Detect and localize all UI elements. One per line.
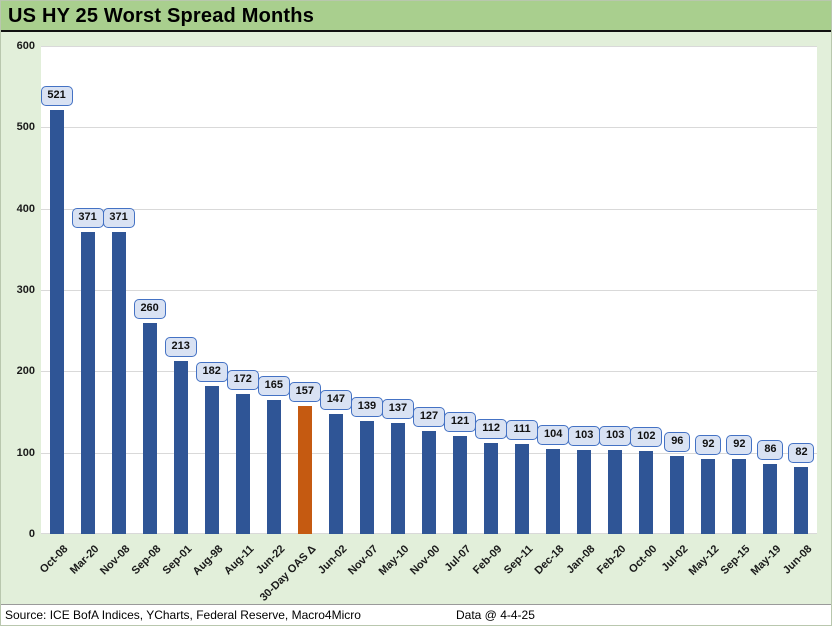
page-title: US HY 25 Worst Spread Months: [8, 5, 315, 27]
bar: [80, 232, 95, 534]
footer: Source: ICE BofA Indices, YCharts, Feder…: [1, 604, 831, 625]
bar: [422, 430, 436, 534]
bar: [235, 394, 250, 534]
bar-value-label: 260: [133, 298, 166, 319]
bar: [266, 399, 281, 534]
bar-value-label: 103: [568, 426, 601, 447]
bar-value-label: 82: [788, 443, 815, 464]
bar: [142, 322, 157, 534]
bar: [297, 406, 312, 534]
bar-value-label: 213: [164, 336, 197, 357]
y-tick-label: 500: [16, 121, 35, 134]
bar-value-label: 139: [350, 396, 383, 417]
y-tick-label: 200: [16, 365, 35, 378]
bar: [484, 442, 499, 534]
bar: [204, 385, 219, 534]
bar: [111, 232, 126, 534]
bar-value-label: 96: [664, 431, 691, 452]
bar-value-label: 102: [630, 427, 663, 448]
bar: [390, 422, 405, 534]
bar: [49, 110, 64, 534]
y-tick-label: 400: [16, 202, 35, 215]
gridline: [41, 208, 817, 210]
bar-value-label: 172: [226, 370, 259, 391]
source-text: Source: ICE BofA Indices, YCharts, Feder…: [5, 608, 361, 622]
bar: [577, 450, 592, 534]
bar-value-label: 371: [102, 208, 135, 229]
bar: [515, 443, 530, 534]
bar-value-label: 521: [40, 86, 73, 107]
y-tick-label: 100: [16, 446, 35, 459]
bar-value-label: 86: [757, 440, 784, 461]
y-tick-label: 300: [16, 284, 35, 296]
bar-value-label: 104: [537, 425, 570, 446]
bar-value-label: 165: [257, 375, 290, 396]
bar-value-label: 92: [726, 435, 753, 456]
bar: [763, 464, 778, 534]
bar-value-label: 112: [475, 418, 508, 439]
bar-value-label: 182: [195, 361, 228, 382]
bar: [670, 455, 685, 534]
bar: [639, 451, 654, 534]
bar: [173, 360, 188, 534]
y-tick-label: 600: [16, 40, 35, 52]
gridline: [41, 46, 817, 47]
bar: [546, 449, 561, 534]
bar-value-label: 147: [319, 390, 352, 411]
bar: [701, 459, 716, 534]
bar: [608, 450, 623, 534]
bar-value-label: 127: [413, 406, 445, 427]
bar: [732, 459, 747, 534]
bar-value-label: 121: [444, 411, 477, 432]
title-band: US HY 25 Worst Spread Months: [1, 1, 831, 32]
y-tick-label: 0: [28, 528, 35, 540]
bar-value-label: 92: [695, 435, 722, 456]
bar-value-label: 371: [71, 208, 104, 229]
bar-value-label: 111: [506, 419, 539, 440]
gridline: [41, 127, 817, 129]
bar-value-label: 103: [599, 426, 632, 447]
bar: [359, 420, 374, 534]
gridline: [41, 290, 817, 291]
data-date-text: Data @ 4-4-25: [456, 608, 535, 622]
bar-value-label: 157: [288, 382, 321, 403]
bar: [794, 467, 809, 534]
bar: [328, 414, 343, 534]
bar-value-label: 137: [381, 398, 414, 419]
bar: [453, 435, 468, 534]
plot-area: [41, 46, 817, 534]
gridline: [41, 371, 817, 373]
